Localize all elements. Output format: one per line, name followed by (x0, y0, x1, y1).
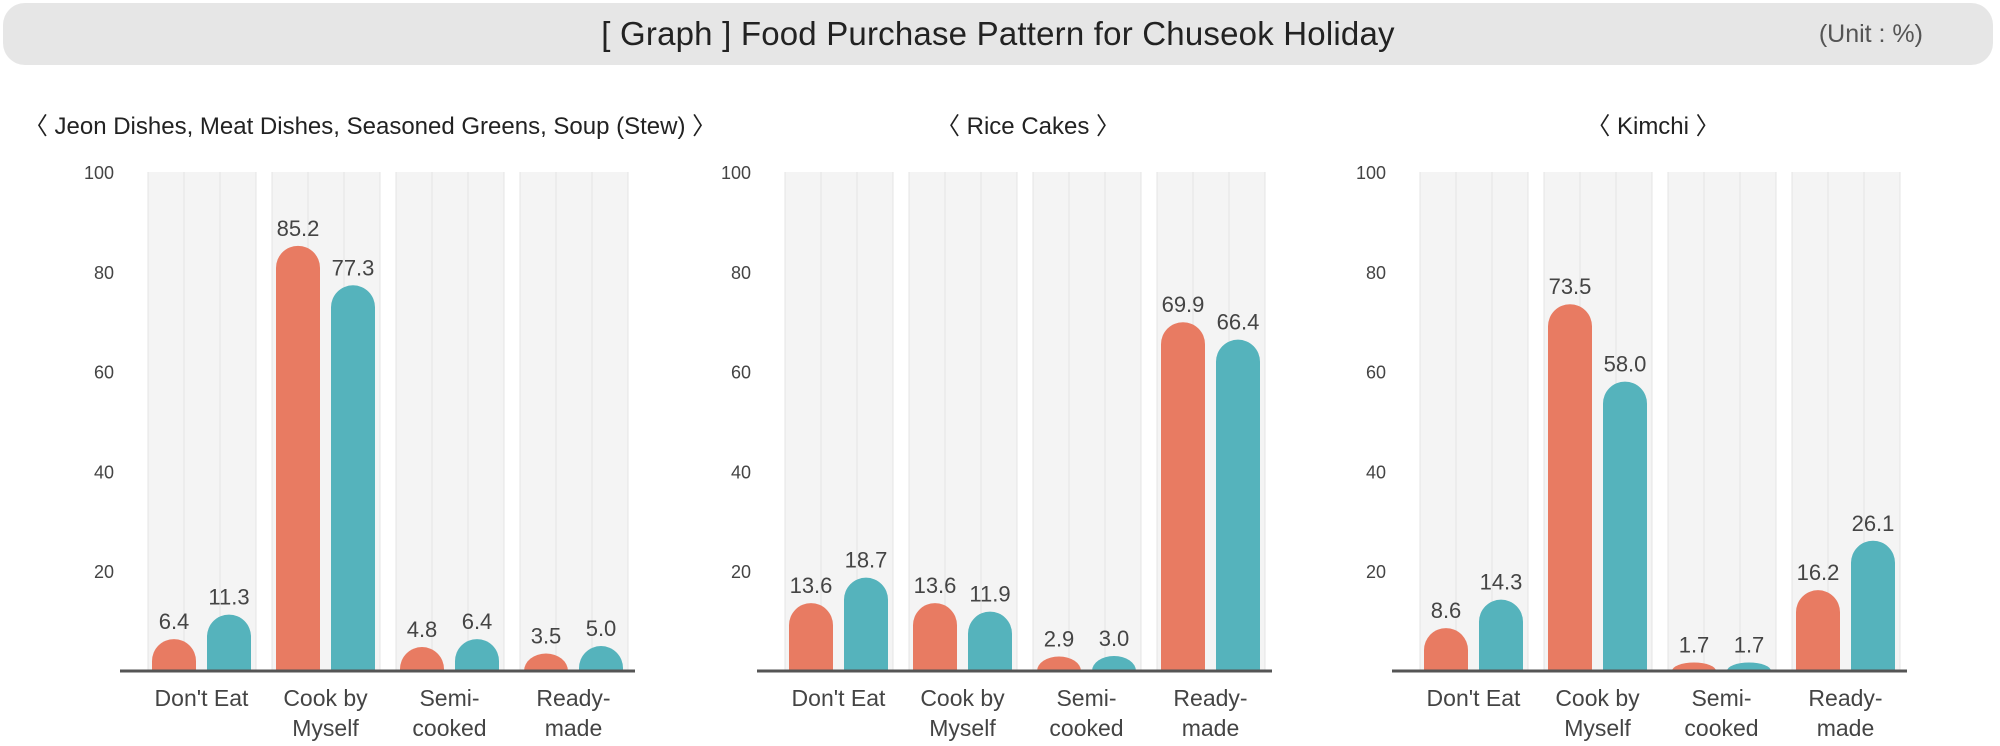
category-band (1033, 172, 1141, 671)
data-label: 14.3 (1480, 570, 1523, 595)
y-tick-label: 80 (1366, 263, 1386, 283)
bar-series-b (207, 614, 251, 671)
data-label: 5.0 (586, 616, 617, 641)
data-label: 4.8 (407, 617, 438, 642)
bar-series-a (524, 653, 568, 671)
bar-series-a (789, 603, 833, 671)
bar-series-b (455, 639, 499, 671)
bar-series-a (1424, 628, 1468, 671)
y-tick-label: 40 (94, 462, 114, 482)
data-label: 85.2 (277, 216, 320, 241)
bar-series-b (968, 611, 1012, 671)
chart-panel: 〈 Jeon Dishes, Meat Dishes, Seasoned Gre… (24, 113, 716, 741)
category-band (1668, 172, 1776, 671)
y-tick-label: 100 (84, 163, 114, 183)
data-label: 3.5 (531, 624, 562, 649)
data-label: 13.6 (914, 573, 957, 598)
y-tick-label: 60 (1366, 363, 1386, 383)
bar-series-a (400, 647, 444, 671)
bar-series-b (1851, 540, 1895, 671)
y-tick-label: 20 (94, 562, 114, 582)
bar-series-b (1479, 599, 1523, 671)
y-tick-label: 20 (731, 562, 751, 582)
data-label: 6.4 (462, 609, 493, 634)
bar-series-a (913, 603, 957, 671)
data-label: 77.3 (332, 255, 375, 280)
data-label: 1.7 (1734, 633, 1765, 658)
bar-series-a (1548, 304, 1592, 671)
chart-title: 〈 Kimchi 〉 (1586, 113, 1719, 140)
chart-header-bar: [ Graph ] Food Purchase Pattern for Chus… (3, 3, 1993, 65)
category-label: Cook by Myself (920, 685, 1005, 741)
y-tick-label: 60 (94, 363, 114, 383)
data-label: 11.9 (969, 582, 1010, 607)
y-tick-label: 20 (1366, 562, 1386, 582)
bar-series-b (1603, 381, 1647, 671)
category-label: Cook by Myself (283, 685, 368, 741)
category-label: Ready-made (536, 685, 610, 741)
category-label: Don't Eat (792, 685, 886, 711)
data-label: 11.3 (208, 585, 249, 610)
data-label: 69.9 (1162, 292, 1205, 317)
y-tick-label: 80 (731, 263, 751, 283)
category-label: Semi-cooked (1049, 685, 1123, 741)
bar-series-b (1727, 662, 1771, 671)
data-label: 8.6 (1431, 598, 1462, 623)
category-label: Semi-cooked (1684, 685, 1758, 741)
bar-series-b (579, 646, 623, 671)
data-label: 16.2 (1797, 560, 1840, 585)
chart-title: 〈 Jeon Dishes, Meat Dishes, Seasoned Gre… (24, 113, 716, 140)
category-label: Ready-made (1808, 685, 1882, 741)
y-tick-label: 60 (731, 363, 751, 383)
bar-series-a (1796, 590, 1840, 671)
category-label: Don't Eat (1427, 685, 1521, 711)
data-label: 1.7 (1679, 633, 1710, 658)
data-label: 18.7 (845, 548, 888, 573)
data-label: 2.9 (1044, 627, 1075, 652)
y-tick-label: 80 (94, 263, 114, 283)
bar-series-b (1216, 339, 1260, 671)
y-tick-label: 100 (721, 163, 751, 183)
bar-series-b (331, 285, 375, 671)
category-label: Ready-made (1173, 685, 1247, 741)
chart-panel: 〈 Kimchi 〉 20 40 60 80 100 8.6 14.3 Don't Eat 73.… (1356, 113, 1907, 741)
category-band (1420, 172, 1528, 671)
category-label: Cook by Myself (1555, 685, 1640, 741)
bar-series-a (152, 639, 196, 671)
y-tick-label: 40 (1366, 462, 1386, 482)
category-band (909, 172, 1017, 671)
data-label: 26.1 (1852, 511, 1895, 536)
data-label: 6.4 (159, 609, 190, 634)
category-band (396, 172, 504, 671)
category-band (520, 172, 628, 671)
data-label: 73.5 (1549, 274, 1592, 299)
bar-series-a (1037, 656, 1081, 671)
y-tick-label: 100 (1356, 163, 1386, 183)
y-tick-label: 40 (731, 462, 751, 482)
data-label: 3.0 (1099, 626, 1130, 651)
bar-series-b (844, 577, 888, 671)
bar-series-a (1672, 662, 1716, 671)
category-label: Semi-cooked (412, 685, 486, 741)
data-label: 58.0 (1604, 352, 1647, 377)
bar-series-b (1092, 656, 1136, 671)
chart-panel: 〈 Rice Cakes 〉 20 40 60 80 100 13.6 18.7 Don't E… (721, 113, 1272, 741)
page-title: [ Graph ] Food Purchase Pattern for Chus… (601, 15, 1395, 52)
bar-series-a (1161, 322, 1205, 671)
data-label: 66.4 (1217, 310, 1260, 335)
data-label: 13.6 (790, 573, 833, 598)
chart-title: 〈 Rice Cakes 〉 (936, 113, 1120, 140)
bar-series-a (276, 245, 320, 671)
category-label: Don't Eat (155, 685, 249, 711)
unit-label: (Unit : %) (1818, 20, 1923, 48)
category-band (148, 172, 256, 671)
